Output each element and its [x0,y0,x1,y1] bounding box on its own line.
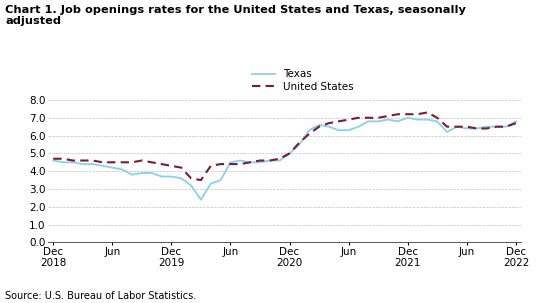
Text: Source: U.S. Bureau of Labor Statistics.: Source: U.S. Bureau of Labor Statistics. [5,291,197,301]
Text: Chart 1. Job openings rates for the United States and Texas, seasonally
adjusted: Chart 1. Job openings rates for the Unit… [5,5,466,26]
Legend: Texas, United States: Texas, United States [252,69,354,92]
